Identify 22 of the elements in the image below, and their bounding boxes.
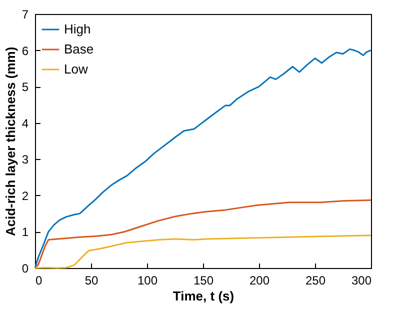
x-tick-label: 0 — [36, 274, 42, 288]
legend-label: High — [64, 22, 91, 36]
x-axis-title: Time, t (s) — [172, 288, 234, 304]
y-tick-label: 3 — [22, 152, 29, 167]
y-tick-label: 4 — [22, 116, 29, 130]
x-tick-label: 200 — [249, 274, 270, 288]
legend-label: Low — [64, 62, 88, 76]
x-tick-label: 250 — [305, 274, 326, 288]
y-axis-title: Acid-rich layer thickness (mm) — [2, 46, 18, 236]
y-tick-label: 7 — [22, 8, 29, 22]
y-tick-label: 6 — [22, 44, 29, 58]
x-tick-label: 100 — [137, 274, 158, 288]
x-tick-label: 150 — [193, 274, 214, 288]
y-tick-label: 1 — [22, 225, 29, 240]
legend-label: Base — [64, 42, 94, 56]
x-tick-label: 50 — [84, 274, 98, 288]
y-tick-label: 0 — [22, 262, 29, 276]
x-tick-label: 300 — [351, 274, 372, 288]
y-tick-label: 5 — [22, 80, 29, 94]
y-tick-label: 2 — [22, 188, 29, 203]
line-series — [34, 234, 372, 269]
line-series — [34, 199, 372, 269]
